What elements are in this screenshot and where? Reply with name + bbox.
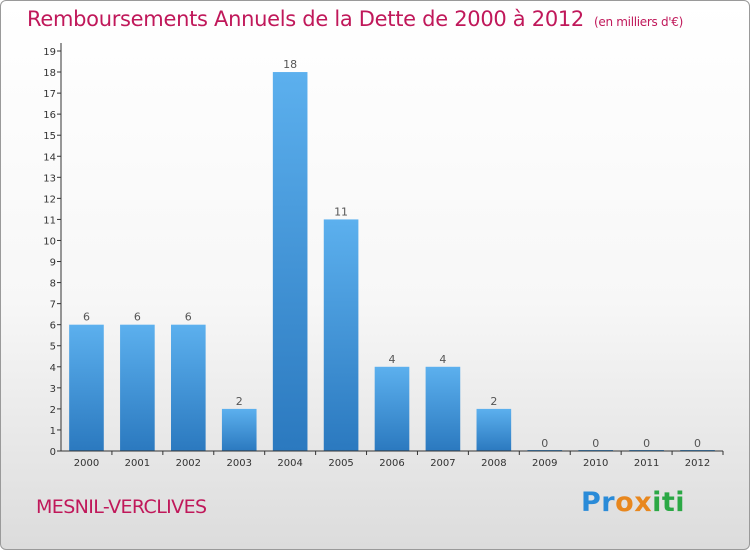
data-label-2012: 0 <box>694 437 701 450</box>
x-tick-label-2001: 2001 <box>125 458 150 469</box>
data-label-2004: 18 <box>283 58 297 71</box>
y-tick-label-4: 4 <box>50 363 56 374</box>
commune-name: MESNIL-VERCLIVES <box>36 496 207 518</box>
y-tick-label-15: 15 <box>43 131 56 142</box>
bar-2007 <box>425 366 461 451</box>
logo-letter: P <box>581 487 602 518</box>
bar-2005 <box>323 219 359 451</box>
y-tick-label-0: 0 <box>50 447 56 458</box>
x-tick-label-2004: 2004 <box>277 458 302 469</box>
y-tick-label-16: 16 <box>43 110 56 121</box>
y-tick-label-2: 2 <box>50 405 56 416</box>
logo-letter: r <box>601 487 616 518</box>
y-tick-label-14: 14 <box>43 152 56 163</box>
y-tick-label-6: 6 <box>50 321 56 332</box>
data-label-2000: 6 <box>83 311 90 324</box>
logo-letter: x <box>634 487 653 518</box>
logo-letter: t <box>661 487 676 518</box>
logo-letter: o <box>615 487 635 518</box>
x-tick-label-2010: 2010 <box>583 458 608 469</box>
bar-2001 <box>120 324 155 451</box>
data-label-2002: 6 <box>185 311 192 324</box>
y-tick-label-8: 8 <box>50 279 56 290</box>
x-tick-label-2011: 2011 <box>634 458 659 469</box>
y-tick-label-17: 17 <box>43 89 56 100</box>
bar-2004 <box>272 72 308 451</box>
x-tick-label-2000: 2000 <box>74 458 99 469</box>
data-label-2010: 0 <box>592 437 599 450</box>
bars-group <box>69 72 715 451</box>
data-labels-group: 6 6 6 2 18 11 4 4 2 0 0 0 0 <box>83 58 701 450</box>
x-tick-label-2002: 2002 <box>176 458 201 469</box>
chart-title: Remboursements Annuels de la Dette de 20… <box>27 7 683 31</box>
data-label-2006: 4 <box>389 353 396 366</box>
x-tick-label-2008: 2008 <box>481 458 506 469</box>
x-tick-label-2003: 2003 <box>227 458 252 469</box>
bar-2000 <box>69 324 104 451</box>
data-label-2005: 11 <box>334 205 348 218</box>
y-tick-label-13: 13 <box>43 173 56 184</box>
data-label-2011: 0 <box>643 437 650 450</box>
bar-2003 <box>221 408 257 451</box>
logo-letter: i <box>675 487 686 518</box>
y-tick-label-3: 3 <box>50 384 56 395</box>
logo-letter: i <box>652 487 662 518</box>
bar-2006 <box>374 366 410 451</box>
data-label-2008: 2 <box>490 395 497 408</box>
axes-group: 2000 2001 2002 2003 2004 2005 2006 2007 2008 2009… <box>43 43 724 469</box>
y-tick-label-18: 18 <box>43 68 56 79</box>
data-label-2001: 6 <box>134 311 141 324</box>
y-tick-label-12: 12 <box>43 194 56 205</box>
chart-subtitle: (en milliers d'€) <box>594 15 684 29</box>
y-tick-label-9: 9 <box>50 258 56 269</box>
x-tick-label-2012: 2012 <box>685 458 710 469</box>
data-label-2007: 4 <box>439 353 446 366</box>
bar-2008 <box>476 408 512 451</box>
x-tick-label-2006: 2006 <box>379 458 404 469</box>
y-tick-label-19: 19 <box>43 47 56 58</box>
x-tick-label-2009: 2009 <box>532 458 557 469</box>
data-label-2003: 2 <box>236 395 243 408</box>
y-tick-label-10: 10 <box>43 236 56 247</box>
y-tick-label-11: 11 <box>43 215 56 226</box>
y-tick-label-5: 5 <box>50 342 56 353</box>
chart-title-text: Remboursements Annuels de la Dette de 20… <box>27 7 584 31</box>
proxiti-logo: Proxiti <box>581 487 685 518</box>
x-tick-label-2005: 2005 <box>328 458 353 469</box>
y-tick-label-7: 7 <box>50 300 56 311</box>
x-tick-label-2007: 2007 <box>430 458 455 469</box>
data-label-2009: 0 <box>541 437 548 450</box>
bar-2002 <box>170 324 206 451</box>
y-tick-label-1: 1 <box>50 426 56 437</box>
